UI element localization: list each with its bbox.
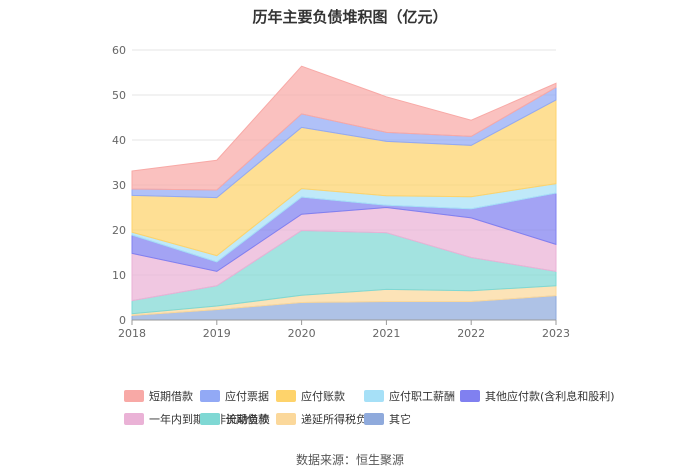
- stacked-area-chart: 0 10 20 30 40 50 60 2018 2019 2020 2021 2022 2023: [112, 44, 570, 340]
- chart-title: 历年主要负债堆积图（亿元）: [252, 8, 448, 26]
- y-tick-label: 50: [112, 89, 126, 102]
- x-tick-label: 2023: [542, 327, 570, 340]
- legend-item: 递延所得税负债: [276, 411, 378, 427]
- legend: 短期借款 应付票据 应付账款 应付职工薪酬 其他应付款(含利息和股利) 一年内到期的非流动…: [124, 388, 644, 427]
- legend-swatch: [200, 413, 220, 425]
- y-tick-label: 0: [119, 314, 126, 327]
- y-tick-label: 20: [112, 224, 126, 237]
- x-tick-label: 2021: [372, 327, 400, 340]
- legend-label: 递延所得税负债: [301, 413, 378, 426]
- area-series: [131, 65, 557, 191]
- legend-label: 应付职工薪酬: [389, 390, 455, 403]
- legend-swatch: [276, 413, 296, 425]
- legend-label: 长期借款: [225, 413, 269, 426]
- legend-swatch: [200, 390, 220, 402]
- y-tick-label: 60: [112, 44, 126, 57]
- legend-label: 应付账款: [301, 390, 345, 403]
- y-tick-label: 10: [112, 269, 126, 282]
- legend-swatch: [124, 390, 144, 402]
- legend-item: 应付票据: [200, 388, 276, 404]
- x-tick-label: 2019: [203, 327, 231, 340]
- legend-item: 短期借款: [124, 388, 200, 404]
- legend-item: 应付职工薪酬: [364, 388, 460, 404]
- x-tick-label: 2020: [288, 327, 316, 340]
- legend-label: 应付票据: [225, 390, 269, 403]
- legend-label: 短期借款: [149, 390, 193, 403]
- legend-swatch: [364, 390, 384, 402]
- legend-label: 其它: [389, 413, 411, 426]
- legend-swatch: [364, 413, 384, 425]
- x-tick-label: 2022: [457, 327, 485, 340]
- legend-item: 应付账款: [276, 388, 364, 404]
- legend-swatch: [124, 413, 144, 425]
- legend-swatch: [276, 390, 296, 402]
- legend-item: 其它: [364, 411, 460, 427]
- y-tick-label: 30: [112, 179, 126, 192]
- legend-item: 其他应付款(含利息和股利): [460, 388, 644, 404]
- legend-label: 其他应付款(含利息和股利): [485, 390, 615, 403]
- legend-item: 长期借款: [200, 411, 276, 427]
- data-source: 数据来源：恒生聚源: [295, 453, 404, 467]
- legend-item: 一年内到期的非流动负债: [124, 411, 270, 427]
- x-tick-label: 2018: [118, 327, 146, 340]
- y-tick-label: 40: [112, 134, 126, 147]
- legend-swatch: [460, 390, 480, 402]
